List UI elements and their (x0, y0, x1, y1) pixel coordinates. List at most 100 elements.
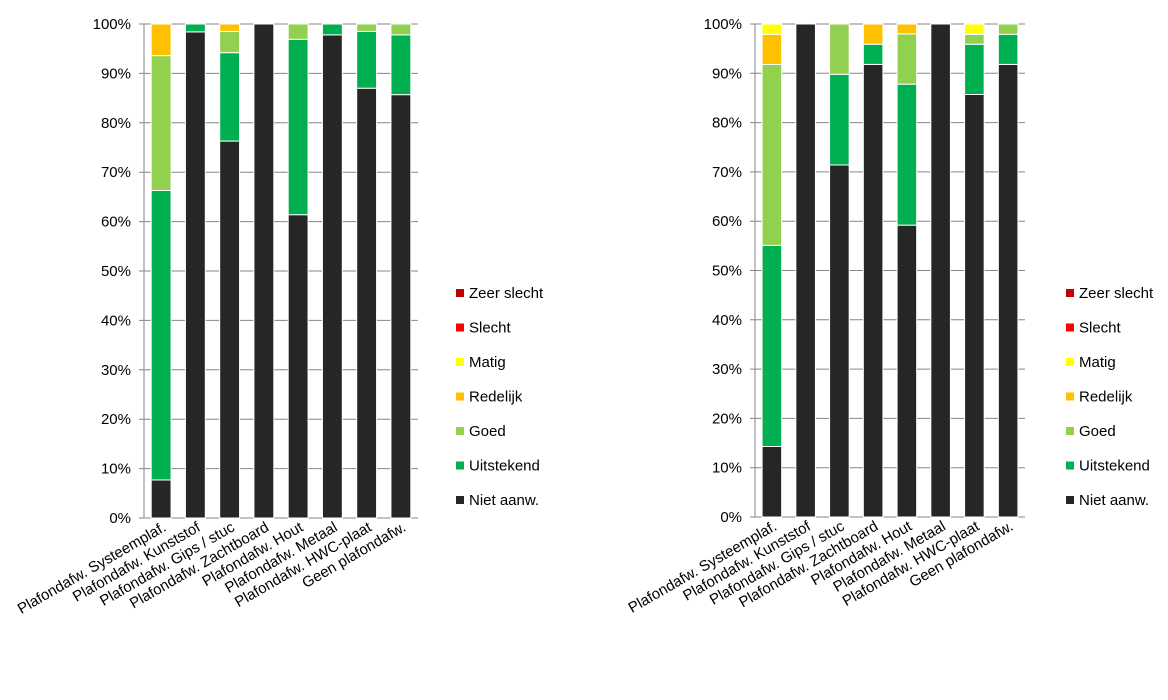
legend-swatch (456, 461, 464, 470)
legend-swatch (1066, 323, 1074, 332)
y-tick-label: 100% (704, 16, 742, 33)
bar-segment (219, 140, 241, 519)
bar-segment (253, 23, 275, 519)
y-tick-label: 70% (101, 164, 131, 181)
y-tick-label: 20% (101, 411, 131, 428)
bar-segment (896, 33, 918, 85)
y-tick-label: 10% (712, 460, 742, 477)
bar-segment (390, 94, 412, 519)
legend-label: Matig (1079, 354, 1116, 371)
bar-segment (829, 164, 850, 518)
bar-segment (184, 23, 206, 33)
bar-segment (896, 23, 918, 35)
legend-label: Goed (469, 423, 506, 440)
bar-segment (896, 224, 918, 518)
legend-label: Uitstekend (469, 458, 540, 475)
y-tick-label: 90% (101, 65, 131, 82)
legend-label: Goed (1079, 423, 1116, 440)
y-tick-label: 10% (101, 461, 131, 478)
y-tick-label: 20% (712, 410, 742, 427)
bar-segment (219, 23, 241, 32)
bar-segment (829, 73, 850, 166)
legend-swatch (1066, 427, 1074, 435)
bar-segment (930, 23, 951, 518)
y-tick-label: 50% (712, 263, 742, 280)
legend-label: Zeer slecht (469, 285, 544, 302)
legend-swatch (1066, 461, 1074, 470)
bar-segment (390, 23, 412, 36)
bar-segment (964, 23, 985, 35)
legend-swatch (456, 323, 464, 332)
bar-segment (761, 63, 783, 246)
legend-label: Redelijk (1079, 389, 1133, 406)
y-tick-label: 80% (712, 115, 742, 132)
legend-label: Slecht (1079, 320, 1122, 337)
bar-segment (761, 244, 783, 448)
bar-segment (896, 83, 918, 226)
legend-label: Redelijk (469, 389, 523, 406)
legend-swatch (456, 496, 464, 504)
y-tick-label: 60% (101, 214, 131, 231)
legend-label: Slecht (469, 320, 512, 337)
y-tick-label: 100% (93, 16, 131, 33)
bar-segment (997, 23, 1019, 35)
bar-segment (356, 30, 378, 89)
legend-label: Niet aanw. (469, 492, 539, 509)
legend-label: Niet aanw. (1079, 492, 1149, 509)
bar-segment (964, 33, 985, 45)
legend-swatch (456, 392, 464, 401)
bar-segment (997, 63, 1019, 518)
y-tick-label: 30% (101, 362, 131, 379)
y-tick-label: 60% (712, 213, 742, 230)
bar-segment (150, 55, 172, 191)
bar-segment (150, 479, 172, 519)
bar-segment (829, 23, 850, 75)
y-tick-label: 0% (109, 510, 131, 527)
chart-2: 0%10%20%30%40%50%60%70%80%90%100%Plafond… (626, 16, 1155, 617)
y-tick-label: 50% (101, 263, 131, 280)
y-tick-label: 80% (101, 115, 131, 132)
bar-segment (150, 189, 172, 481)
bar-segment (321, 23, 343, 36)
bar-segment (287, 23, 309, 40)
bar-segment (862, 23, 884, 45)
y-tick-label: 30% (712, 361, 742, 378)
bar-segment (150, 23, 172, 57)
bar-segment (964, 43, 985, 95)
legend-swatch (456, 427, 464, 435)
legend-swatch (1066, 392, 1074, 401)
bar-segment (219, 30, 241, 54)
bar-segment (219, 52, 241, 142)
bar-segment (287, 214, 309, 519)
legend-label: Matig (469, 354, 506, 371)
bar-segment (795, 23, 816, 518)
bar-segment (356, 87, 378, 519)
legend-swatch (456, 358, 464, 366)
chart-1: 0%10%20%30%40%50%60%70%80%90%100%Plafond… (15, 16, 544, 618)
y-tick-label: 0% (720, 509, 742, 526)
bar-segment (390, 34, 412, 96)
legend-swatch (1066, 289, 1074, 297)
bar-segment (761, 446, 783, 518)
legend-label: Uitstekend (1079, 458, 1150, 475)
bar-segment (761, 23, 783, 35)
y-tick-label: 40% (712, 312, 742, 329)
y-tick-label: 70% (712, 164, 742, 181)
y-tick-label: 90% (712, 65, 742, 82)
legend-label: Zeer slecht (1079, 285, 1154, 302)
bar-segment (761, 33, 783, 65)
legend-swatch (1066, 496, 1074, 504)
bar-segment (964, 93, 985, 518)
bar-segment (997, 33, 1019, 65)
bar-segment (862, 43, 884, 65)
bar-segment (287, 38, 309, 216)
legend-swatch (456, 289, 464, 297)
bar-segment (862, 63, 884, 518)
bar-segment (184, 31, 206, 519)
bar-segment (321, 34, 343, 519)
y-tick-label: 40% (101, 312, 131, 329)
bar-segment (356, 23, 378, 32)
legend-swatch (1066, 358, 1074, 366)
